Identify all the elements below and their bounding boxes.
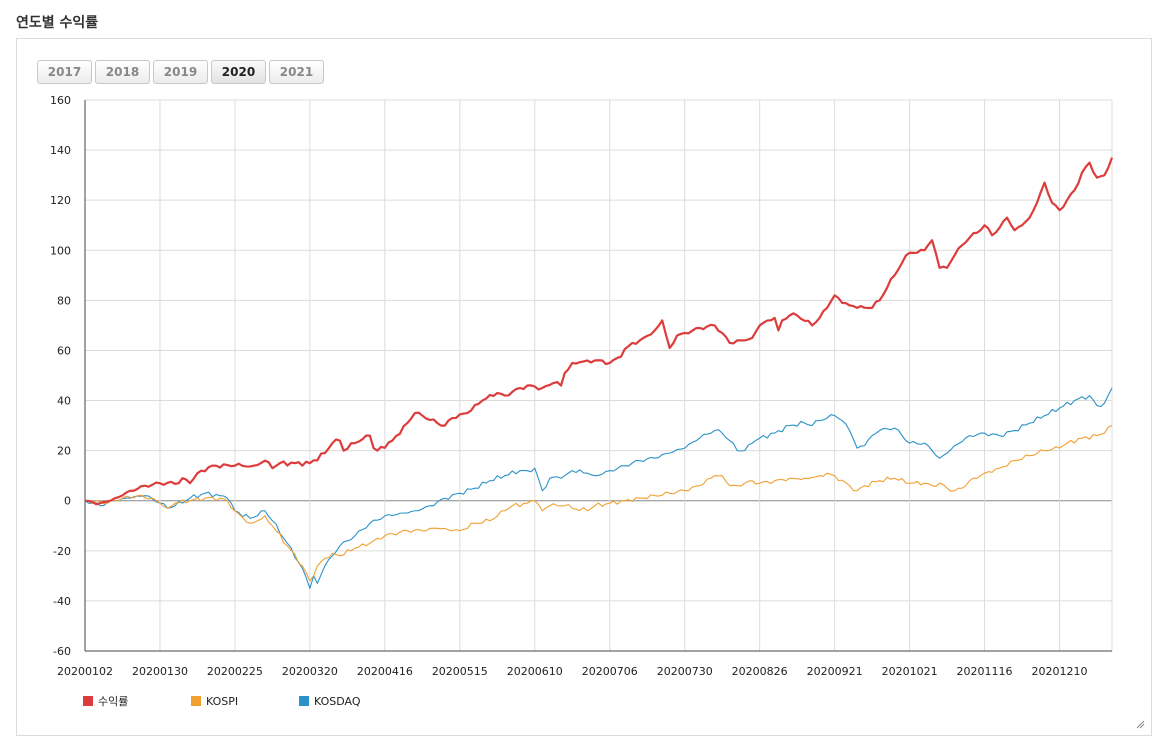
year-tab-bar: 2017 2018 2019 2020 2021 xyxy=(37,60,324,84)
legend-swatch-return xyxy=(83,696,93,706)
year-tab-2018[interactable]: 2018 xyxy=(95,60,150,84)
year-tab-2019[interactable]: 2019 xyxy=(153,60,208,84)
x-tick-label: 20200706 xyxy=(582,665,638,678)
y-tick-label: -40 xyxy=(53,595,71,608)
series-line-return xyxy=(84,157,1114,506)
y-tick-label: -60 xyxy=(53,645,71,658)
legend-swatch-kosdaq xyxy=(299,696,309,706)
y-tick-label: 140 xyxy=(50,144,71,157)
series-line-kosdaq xyxy=(84,387,1113,589)
x-tick-label: 20200102 xyxy=(57,665,113,678)
x-tick-label: 20200320 xyxy=(282,665,338,678)
y-tick-label: -20 xyxy=(53,545,71,558)
x-tick-label: 20201021 xyxy=(882,665,938,678)
x-tick-label: 20200225 xyxy=(207,665,263,678)
series-line-kospi xyxy=(84,425,1113,582)
x-tick-label: 20200826 xyxy=(732,665,788,678)
resize-grip-icon[interactable] xyxy=(1135,719,1145,729)
y-tick-label: 100 xyxy=(50,244,71,257)
year-tab-2017[interactable]: 2017 xyxy=(37,60,92,84)
legend-label-kospi: KOSPI xyxy=(206,694,239,708)
x-tick-label: 20201116 xyxy=(957,665,1013,678)
legend-item-kospi[interactable]: KOSPI xyxy=(191,693,299,709)
y-tick-label: 20 xyxy=(57,445,71,458)
year-tab-2020[interactable]: 2020 xyxy=(211,60,266,84)
x-tick-label: 20200416 xyxy=(357,665,413,678)
legend-item-kosdaq[interactable]: KOSDAQ xyxy=(299,693,407,709)
y-tick-label: 60 xyxy=(57,344,71,357)
x-tick-label: 20200130 xyxy=(132,665,188,678)
y-tick-label: 40 xyxy=(57,395,71,408)
x-tick-label: 20200921 xyxy=(807,665,863,678)
x-tick-label: 20200610 xyxy=(507,665,563,678)
legend-swatch-kospi xyxy=(191,696,201,706)
x-tick-label: 20200515 xyxy=(432,665,488,678)
year-tab-2021[interactable]: 2021 xyxy=(269,60,324,84)
x-tick-label: 20200730 xyxy=(657,665,713,678)
x-tick-label: 20201210 xyxy=(1032,665,1088,678)
legend-item-return[interactable]: 수익률 xyxy=(83,693,191,709)
y-tick-label: 80 xyxy=(57,294,71,307)
chart-panel: 2017 2018 2019 2020 2021 -60 -40 -20 0 20 40 6… xyxy=(16,38,1152,736)
legend-label-kosdaq: KOSDAQ xyxy=(314,694,361,708)
y-tick-label: 120 xyxy=(50,194,71,207)
page-title: 연도별 수익률 xyxy=(16,15,99,31)
y-tick-label: 0 xyxy=(64,495,71,508)
y-tick-label: 160 xyxy=(50,94,71,107)
legend-label-return: 수익률 xyxy=(98,695,129,708)
return-line-chart: -60 -40 -20 0 20 40 60 80 100 120 140 160 20200102 20… xyxy=(50,94,1114,678)
chart-legend: 수익률 KOSPI KOSDAQ xyxy=(83,693,407,709)
